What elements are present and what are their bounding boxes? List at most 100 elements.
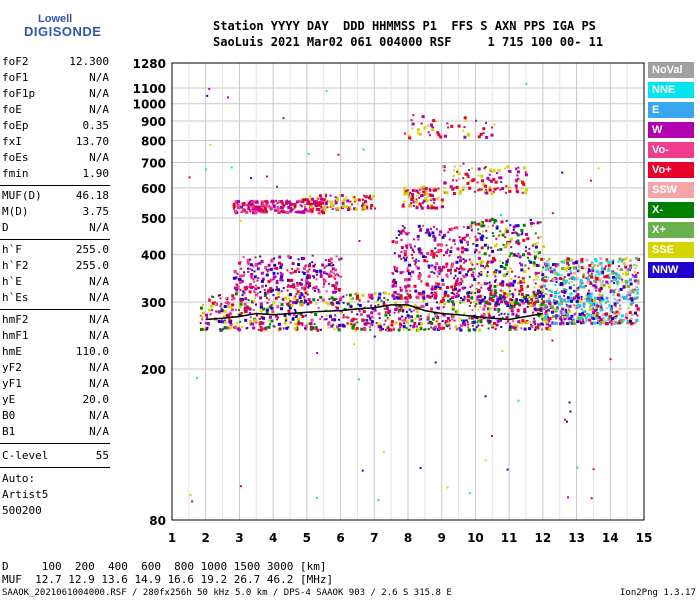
echo-point xyxy=(435,301,438,304)
echo-point xyxy=(315,273,318,276)
echo-point xyxy=(613,311,617,315)
echo-point xyxy=(370,204,374,207)
echo-point xyxy=(225,296,227,299)
echo-point xyxy=(507,293,510,296)
echo-point xyxy=(230,306,233,309)
separator-line xyxy=(0,443,110,444)
echo-point xyxy=(404,296,407,299)
echo-point xyxy=(505,260,509,264)
echo-point xyxy=(569,292,573,296)
echo-point xyxy=(304,291,308,295)
echo-point xyxy=(325,301,328,304)
echo-point xyxy=(533,307,537,311)
echo-point xyxy=(427,204,429,207)
echo-point xyxy=(265,268,268,271)
echo-point xyxy=(476,288,479,291)
echo-point xyxy=(278,327,282,331)
echo-point xyxy=(334,286,338,290)
echo-point xyxy=(529,218,532,221)
echo-point xyxy=(477,295,481,299)
echo-point xyxy=(436,306,439,309)
echo-point xyxy=(481,324,484,327)
echo-point xyxy=(232,276,236,280)
echo-point xyxy=(512,228,515,231)
echo-point xyxy=(544,307,547,309)
echo-point xyxy=(532,279,535,281)
echo-point xyxy=(520,321,524,325)
echo-point xyxy=(428,232,431,235)
echo-point xyxy=(407,277,411,281)
echo-point xyxy=(299,304,302,307)
echo-point xyxy=(593,299,596,303)
param-label: h`F2 xyxy=(2,259,29,272)
echo-point xyxy=(521,232,524,235)
echo-point xyxy=(322,278,325,281)
echo-point xyxy=(556,306,559,309)
echo-point xyxy=(358,304,362,307)
echo-point xyxy=(575,305,578,308)
echo-point xyxy=(508,170,512,173)
echo-point xyxy=(536,250,539,253)
echo-point xyxy=(309,322,313,325)
echo-point xyxy=(342,295,345,298)
echo-point xyxy=(322,285,325,288)
echo-point xyxy=(259,328,263,332)
echo-point xyxy=(413,284,417,288)
echo-point xyxy=(420,249,423,252)
echo-point xyxy=(503,298,506,301)
echo-point xyxy=(356,294,359,298)
echo-point xyxy=(325,318,328,321)
echo-point xyxy=(516,174,519,177)
echo-point xyxy=(483,304,487,308)
echo-point xyxy=(595,308,598,311)
echo-point xyxy=(440,198,444,202)
echo-point xyxy=(408,308,411,311)
echo-point xyxy=(398,308,401,312)
echo-point xyxy=(521,277,525,281)
echo-point xyxy=(227,326,230,330)
echo-point xyxy=(445,191,449,195)
param-label: fxI xyxy=(2,135,22,148)
echo-point xyxy=(250,275,253,279)
echo-point xyxy=(399,322,402,326)
echo-point xyxy=(280,290,283,293)
echo-point xyxy=(547,266,551,270)
echo-point xyxy=(458,191,462,195)
echo-point xyxy=(573,277,577,281)
echo-point xyxy=(287,205,291,209)
echo-point xyxy=(617,289,620,292)
echo-point xyxy=(527,256,529,259)
echo-point xyxy=(275,286,278,289)
echo-point xyxy=(618,282,621,284)
echo-point xyxy=(585,277,588,280)
echo-point xyxy=(240,279,244,283)
echo-point xyxy=(630,317,632,320)
echo-point xyxy=(487,321,491,325)
echo-point xyxy=(265,273,269,277)
echo-point xyxy=(427,195,430,198)
echo-point xyxy=(380,299,383,302)
echo-point xyxy=(399,296,403,300)
echo-point xyxy=(434,236,437,239)
echo-point xyxy=(434,285,438,289)
echo-point xyxy=(400,250,403,253)
echo-point xyxy=(271,203,274,205)
echo-point xyxy=(443,169,446,172)
echo-point xyxy=(309,195,311,198)
echo-point xyxy=(406,311,408,313)
echo-point xyxy=(528,247,531,250)
echo-point xyxy=(211,301,215,305)
echo-point xyxy=(280,277,284,281)
echo-point xyxy=(545,310,548,313)
echo-point xyxy=(491,249,494,253)
echo-point xyxy=(563,267,567,271)
echo-point xyxy=(495,323,499,327)
echo-point xyxy=(568,310,572,314)
echo-point xyxy=(509,298,513,302)
echo-point xyxy=(239,260,242,263)
echo-point xyxy=(528,259,531,262)
echo-point xyxy=(271,207,274,210)
echo-point xyxy=(263,200,266,203)
echo-point xyxy=(334,201,338,205)
echo-point xyxy=(634,322,637,325)
